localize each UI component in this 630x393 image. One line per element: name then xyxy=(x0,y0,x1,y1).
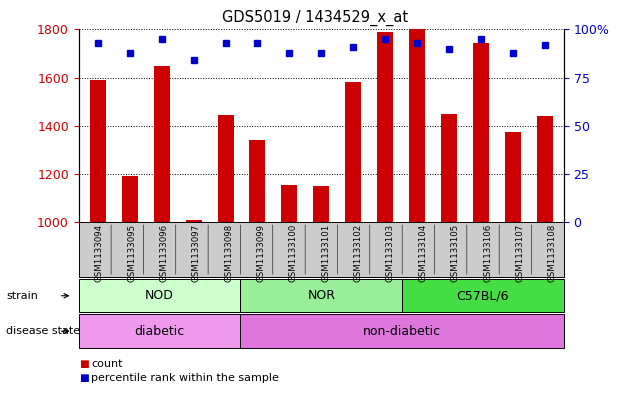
Text: GSM1133107: GSM1133107 xyxy=(515,224,524,282)
Bar xyxy=(345,83,361,222)
Text: count: count xyxy=(91,358,123,369)
Text: disease state: disease state xyxy=(6,326,81,336)
Text: GSM1133106: GSM1133106 xyxy=(483,224,492,282)
Bar xyxy=(90,80,106,222)
Text: NOR: NOR xyxy=(307,289,335,302)
Text: GSM1133097: GSM1133097 xyxy=(192,224,201,282)
Bar xyxy=(122,176,138,222)
Bar xyxy=(154,66,169,222)
Text: GSM1133095: GSM1133095 xyxy=(127,224,136,282)
Bar xyxy=(409,29,425,222)
Text: GSM1133096: GSM1133096 xyxy=(159,224,169,282)
Text: GSM1133102: GSM1133102 xyxy=(353,224,363,282)
Bar xyxy=(282,185,297,222)
Text: C57BL/6: C57BL/6 xyxy=(457,289,509,302)
Text: GSM1133094: GSM1133094 xyxy=(95,224,104,282)
Bar xyxy=(217,115,234,222)
Bar xyxy=(473,43,489,222)
Text: NOD: NOD xyxy=(145,289,174,302)
Text: ■: ■ xyxy=(79,358,88,369)
Text: GSM1133108: GSM1133108 xyxy=(547,224,557,282)
Bar xyxy=(186,220,202,222)
Text: GSM1133100: GSM1133100 xyxy=(289,224,298,282)
Text: GDS5019 / 1434529_x_at: GDS5019 / 1434529_x_at xyxy=(222,10,408,26)
Text: GSM1133104: GSM1133104 xyxy=(418,224,427,282)
Bar xyxy=(249,140,265,222)
Text: ■: ■ xyxy=(79,373,88,383)
Text: GSM1133103: GSM1133103 xyxy=(386,224,395,282)
Bar xyxy=(313,186,329,222)
Bar xyxy=(377,32,393,222)
Text: GSM1133101: GSM1133101 xyxy=(321,224,330,282)
Text: strain: strain xyxy=(6,291,38,301)
Text: non-diabetic: non-diabetic xyxy=(363,325,441,338)
Bar xyxy=(537,116,553,222)
Bar xyxy=(505,132,521,222)
Text: GSM1133099: GSM1133099 xyxy=(256,224,266,282)
Text: diabetic: diabetic xyxy=(134,325,185,338)
Text: percentile rank within the sample: percentile rank within the sample xyxy=(91,373,279,383)
Text: GSM1133105: GSM1133105 xyxy=(450,224,460,282)
Text: GSM1133098: GSM1133098 xyxy=(224,224,233,282)
Bar xyxy=(441,114,457,222)
